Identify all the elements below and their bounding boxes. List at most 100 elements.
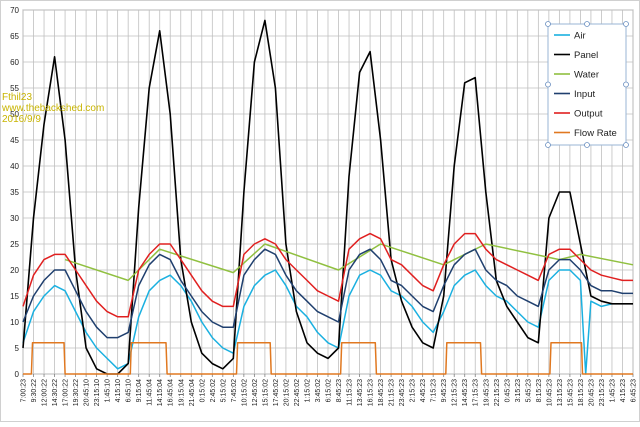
x-tick-label: 9:45:23 — [441, 379, 448, 402]
x-tick-label: 13:15:23 — [557, 379, 564, 406]
x-tick-label: 21:15:23 — [389, 379, 396, 406]
x-tick-label: 20:45:10 — [84, 379, 91, 406]
x-tick-label: 16:15:23 — [368, 379, 375, 406]
x-tick-label: 5:15:02 — [220, 379, 227, 402]
x-tick-label: 6:15:02 — [326, 379, 333, 402]
x-tick-label: 5:45:23 — [525, 379, 532, 402]
legend-handle — [584, 21, 590, 27]
x-tick-label: 2:45:02 — [210, 379, 217, 402]
x-tick-label: 15:45:23 — [567, 379, 574, 406]
y-tick-label: 10 — [10, 318, 19, 327]
y-tick-label: 25 — [10, 240, 19, 249]
legend-label-input: Input — [574, 89, 595, 100]
x-tick-label: 1:15:02 — [304, 379, 311, 402]
x-tick-label: 21:45:04 — [189, 379, 196, 406]
x-tick-label: 11:45:04 — [147, 379, 154, 406]
legend-handle — [545, 81, 551, 88]
y-tick-label: 35 — [10, 188, 19, 197]
x-tick-label: 18:45:23 — [378, 379, 385, 406]
legend-handle — [623, 142, 629, 148]
y-tick-label: 5 — [15, 344, 20, 353]
series-line-flow-rate — [23, 342, 633, 375]
x-tick-label: 10:15:02 — [241, 379, 248, 406]
y-tick-label: 15 — [10, 292, 19, 301]
x-tick-label: 19:45:23 — [483, 379, 490, 406]
x-tick-label: 19:30:22 — [73, 379, 80, 406]
x-tick-label: 14:45:23 — [462, 379, 469, 406]
x-tick-label: 10:45:23 — [546, 379, 553, 406]
x-tick-label: 23:45:23 — [399, 379, 406, 406]
x-axis: 7:00:23 9:30:22 12:00:22 14:30:22 17:00:22 19… — [21, 374, 638, 406]
x-tick-label: 12:00:22 — [42, 379, 49, 406]
y-tick-label: 0 — [15, 370, 20, 379]
y-axis: 0 5 10 15 20 25 30 35 40 45 50 55 60 65 70 — [10, 6, 19, 379]
x-tick-label: 17:45:02 — [273, 379, 280, 406]
x-tick-label: 4:45:23 — [420, 379, 427, 402]
x-tick-label: 0:15:02 — [199, 379, 206, 402]
x-tick-label: 1:45:10 — [105, 379, 112, 402]
x-tick-label: 2:15:23 — [410, 379, 417, 402]
series-line-water — [64, 243, 634, 282]
x-tick-label: 17:15:23 — [473, 379, 480, 406]
x-tick-label: 6:45:10 — [126, 379, 133, 402]
y-tick-label: 30 — [10, 214, 19, 223]
x-tick-label: 15:15:02 — [262, 379, 269, 406]
x-tick-label: 13:45:23 — [357, 379, 364, 406]
legend-box — [547, 23, 627, 146]
watermark-date: 2016/9/9 — [2, 114, 41, 125]
x-tick-label: 14:15:04 — [157, 379, 164, 406]
series-group — [22, 19, 634, 375]
legend-handle — [623, 81, 629, 88]
x-tick-label: 23:15:23 — [599, 379, 606, 406]
x-tick-label: 1:45:23 — [609, 379, 616, 402]
y-tick-label: 60 — [10, 58, 19, 67]
watermark-site: www.thebackshed.com — [2, 103, 105, 114]
x-tick-label: 12:15:23 — [452, 379, 459, 406]
y-tick-label: 40 — [10, 162, 19, 171]
x-tick-label: 8:45:23 — [336, 379, 343, 402]
x-tick-label: 3:45:02 — [315, 379, 322, 402]
x-tick-label: 7:45:02 — [231, 379, 238, 402]
x-tick-label: 6:45:23 — [631, 379, 638, 402]
y-tick-label: 65 — [10, 32, 19, 41]
legend-label-output: Output — [574, 109, 603, 120]
x-tick-label: 20:45:23 — [588, 379, 595, 406]
x-tick-label: 12:45:02 — [252, 379, 259, 406]
x-tick-label: 3:15:23 — [515, 379, 522, 402]
watermark-user: Fthil23 — [2, 92, 33, 103]
legend: Air Panel Water Input Output Flow Rate — [545, 21, 629, 148]
series-line-input — [22, 248, 633, 339]
series-line-panel — [22, 19, 633, 375]
y-tick-label: 20 — [10, 266, 19, 275]
x-tick-label: 20:15:02 — [283, 379, 290, 406]
y-tick-label: 70 — [10, 6, 19, 15]
legend-handle — [623, 21, 629, 27]
x-tick-label: 22:15:23 — [494, 379, 501, 406]
x-tick-label: 4:15:10 — [115, 379, 122, 402]
x-tick-label: 7:15:23 — [431, 379, 438, 402]
x-tick-label: 18:15:23 — [578, 379, 585, 406]
x-tick-label: 16:45:04 — [168, 379, 175, 406]
y-tick-label: 45 — [10, 136, 19, 145]
legend-handle — [545, 142, 551, 148]
x-tick-label: 11:15:23 — [347, 379, 354, 406]
series-line-output — [22, 232, 633, 318]
legend-label-flow-rate: Flow Rate — [574, 128, 617, 139]
x-tick-label: 4:15:23 — [620, 379, 627, 402]
x-tick-label: 9:30:22 — [31, 379, 38, 402]
legend-label-air: Air — [574, 31, 586, 42]
legend-label-water: Water — [574, 70, 599, 81]
x-tick-label: 0:45:23 — [504, 379, 511, 402]
x-tick-label: 9:15:04 — [136, 379, 143, 402]
x-tick-label: 14:30:22 — [52, 379, 59, 406]
gridlines — [22, 9, 634, 375]
x-tick-label: 19:15:04 — [178, 379, 185, 406]
x-tick-label: 23:15:10 — [94, 379, 101, 406]
x-tick-label: 7:00:23 — [21, 379, 28, 402]
y-tick-label: 50 — [10, 110, 19, 119]
x-tick-label: 22:45:02 — [294, 379, 301, 406]
y-tick-label: 55 — [10, 84, 19, 93]
x-tick-label: 8:15:23 — [536, 379, 543, 402]
